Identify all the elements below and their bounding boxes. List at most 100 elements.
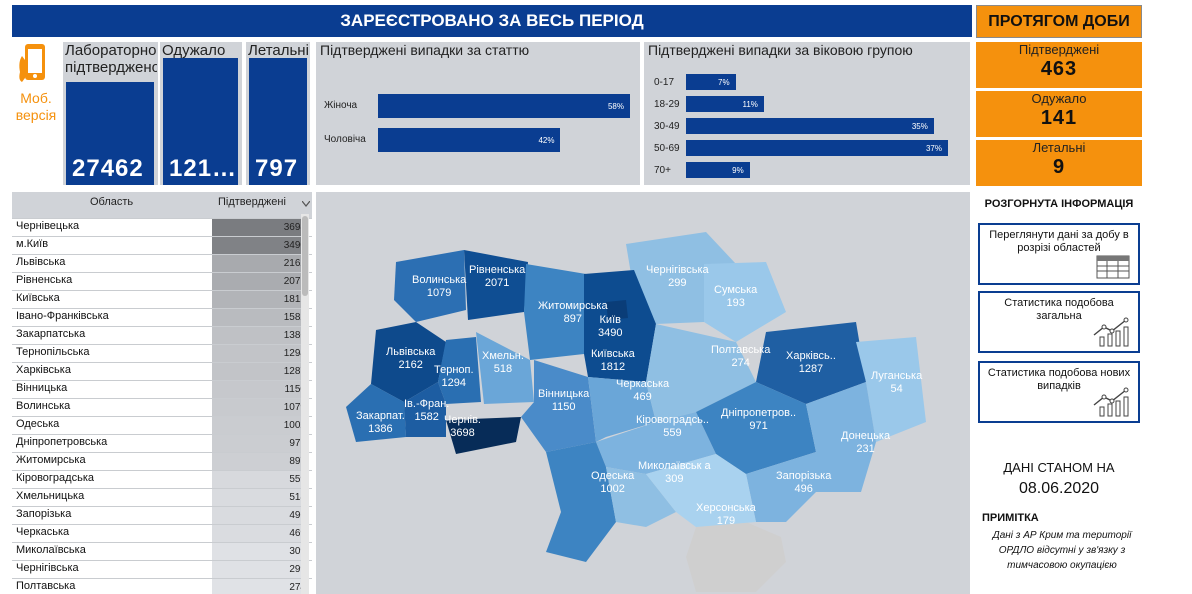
table-row[interactable]: Львівська 2162 — [12, 254, 312, 272]
map-region-label[interactable]: Ів.-Фран. 1582 — [404, 398, 449, 424]
map-region-label[interactable]: Дніпропетров.. 971 — [721, 407, 796, 433]
table-cell-confirmed: 3698 — [212, 219, 308, 236]
page-title: ЗАРЕЄСТРОВАНО ЗА ВЕСЬ ПЕРІОД — [12, 5, 972, 37]
table-row[interactable]: Рівненська 2071 — [12, 272, 312, 290]
map-region-label[interactable]: Чернігівська 299 — [646, 264, 709, 290]
region-ivano-frankivska — [404, 382, 446, 437]
table-scroll-thumb[interactable] — [302, 216, 308, 296]
map-region-label[interactable]: Закарпат. 1386 — [356, 410, 405, 436]
table-row[interactable]: Одеська 1002 — [12, 416, 312, 434]
map-region-value: 469 — [633, 391, 652, 403]
map-region-value: 1582 — [414, 411, 439, 423]
map-region-label[interactable]: Терноп. 1294 — [434, 364, 474, 390]
map-region-label[interactable]: Донецька 231 — [841, 430, 890, 456]
chart-icon — [1093, 387, 1129, 417]
table-cell-region: Миколаївська — [16, 544, 86, 556]
map-region-label[interactable]: Київ 3490 — [598, 314, 622, 340]
table-cell-confirmed: 299 — [212, 561, 308, 578]
table-row[interactable]: Полтавська 274 — [12, 578, 312, 594]
day-confirmed-label: Підтверджені — [1018, 42, 1100, 57]
daily-regions-button[interactable]: Переглянути дані за добу в розрізі облас… — [978, 223, 1140, 285]
table-row[interactable]: Хмельницька 518 — [12, 488, 312, 506]
daily-new-cases-button[interactable]: Статистика подобова нових випадків — [978, 361, 1140, 423]
map-region-value: 496 — [794, 483, 813, 495]
table-row[interactable]: Чернівецька 3698 — [12, 218, 312, 236]
table-cell-region: Чернігівська — [16, 562, 79, 574]
table-scrollbar[interactable] — [301, 214, 309, 594]
map-region-label[interactable]: Рівненська 2071 — [469, 264, 525, 290]
table-row[interactable]: Київська 1812 — [12, 290, 312, 308]
table-cell-region: Вінницька — [16, 382, 68, 394]
gender-row-label: Жіноча — [324, 100, 358, 111]
mobile-version-label: Моб. версія — [15, 90, 57, 123]
map-region-label[interactable]: Львівська 2162 — [386, 346, 435, 372]
table-row[interactable]: Чернігівська 299 — [12, 560, 312, 578]
map-region-name: Житомирська — [538, 300, 608, 312]
region-rivnenska — [464, 250, 528, 320]
map-region-label[interactable]: Луганська 54 — [871, 370, 922, 396]
table-cell-confirmed: 518 — [212, 489, 308, 506]
map-region-label[interactable]: Херсонська 179 — [696, 502, 756, 528]
table-cell-confirmed: 309 — [212, 543, 308, 560]
region-volynska — [394, 250, 466, 322]
map-region-name: Донецька — [841, 430, 891, 442]
table-row[interactable]: Харківська 1287 — [12, 362, 312, 380]
date-value: 08.06.2020 — [1018, 480, 1100, 497]
column-header-confirmed[interactable]: Підтверджені — [218, 196, 286, 208]
map-region-label[interactable]: Волинська 1079 — [412, 274, 466, 300]
table-row[interactable]: Вінницька 1150 — [12, 380, 312, 398]
map-region-label[interactable]: Черкаська 469 — [616, 378, 669, 404]
table-cell-confirmed: 1294 — [212, 345, 308, 362]
table-cell-confirmed: 274 — [212, 579, 308, 594]
map-region-label[interactable]: Запорізька 496 — [776, 470, 831, 496]
map-region-label[interactable]: Полтавська 274 — [711, 344, 770, 370]
table-row[interactable]: Запорізька 496 — [12, 506, 312, 524]
mobile-version-link[interactable]: Моб. версія — [12, 42, 60, 132]
table-row[interactable]: Миколаївська 309 — [12, 542, 312, 560]
table-cell-region: Дніпропетровська — [16, 436, 108, 448]
table-row[interactable]: Кіровоградська 559 — [12, 470, 312, 488]
age-bar: 37% — [686, 140, 948, 156]
map-region-label[interactable]: Київська 1812 — [591, 348, 635, 374]
map-region-name: Чернів. — [444, 414, 481, 426]
day-recovered-value: 141 — [1040, 107, 1078, 129]
map-region-name: Закарпат. — [356, 410, 405, 422]
map-region-label[interactable]: Сумська 193 — [714, 284, 757, 310]
table-row[interactable]: Дніпропетровська 971 — [12, 434, 312, 452]
region-lvivska — [371, 322, 446, 402]
table-cell-confirmed: 1150 — [212, 381, 308, 398]
map-region-label[interactable]: Миколаївськ а 309 — [638, 460, 711, 486]
map-region-label[interactable]: Чернів. 3698 — [444, 414, 481, 440]
daily-stats-button[interactable]: Статистика подобова загальна — [978, 291, 1140, 353]
table-row[interactable]: Волинська 1079 — [12, 398, 312, 416]
map-region-name: Терноп. — [434, 364, 474, 376]
table-row[interactable]: Черкаська 469 — [12, 524, 312, 542]
table-cell-confirmed: 1002 — [212, 417, 308, 434]
map-region-label[interactable]: Хмельн. 518 — [482, 350, 524, 376]
region-zakarpatska — [346, 384, 406, 442]
ukraine-map: Волинська 1079 Рівненська 2071 Житомирська 89… — [316, 192, 970, 594]
table-row[interactable]: Івано-Франківська 1582 — [12, 308, 312, 326]
table-row[interactable]: м.Київ 3490 — [12, 236, 312, 254]
map-region-label[interactable]: Харківсь.. 1287 — [786, 350, 836, 376]
table-row[interactable]: Закарпатська 1386 — [12, 326, 312, 344]
map-region-name: Херсонська — [696, 502, 756, 514]
day-recovered-label: Одужало — [1031, 91, 1087, 106]
region-zhytomyrska — [524, 264, 586, 360]
map-region-label[interactable]: Житомирська 897 — [538, 300, 608, 326]
map-region-name: Запорізька — [776, 470, 832, 482]
table-row[interactable]: Тернопільська 1294 — [12, 344, 312, 362]
column-header-region[interactable]: Область — [90, 196, 134, 208]
map-region-label[interactable]: Вінницька 1150 — [538, 388, 589, 414]
age-row-label: 18-29 — [654, 99, 680, 110]
map-region-label[interactable]: Одеська 1002 — [591, 470, 634, 496]
map-region-value: 518 — [493, 363, 513, 375]
kpi-confirmed: Лабораторно підтверджено 27462 — [63, 42, 158, 185]
table-row[interactable]: Житомирська 897 — [12, 452, 312, 470]
kpi-value: 797 — [255, 155, 299, 182]
map-region-value: 3698 — [450, 427, 475, 439]
map-region-label[interactable]: Кіровоградсь.. 559 — [636, 414, 709, 440]
sort-chevron-icon[interactable] — [302, 201, 310, 207]
region-kharkivska — [756, 322, 866, 404]
map-region-name: Київ — [599, 314, 621, 326]
